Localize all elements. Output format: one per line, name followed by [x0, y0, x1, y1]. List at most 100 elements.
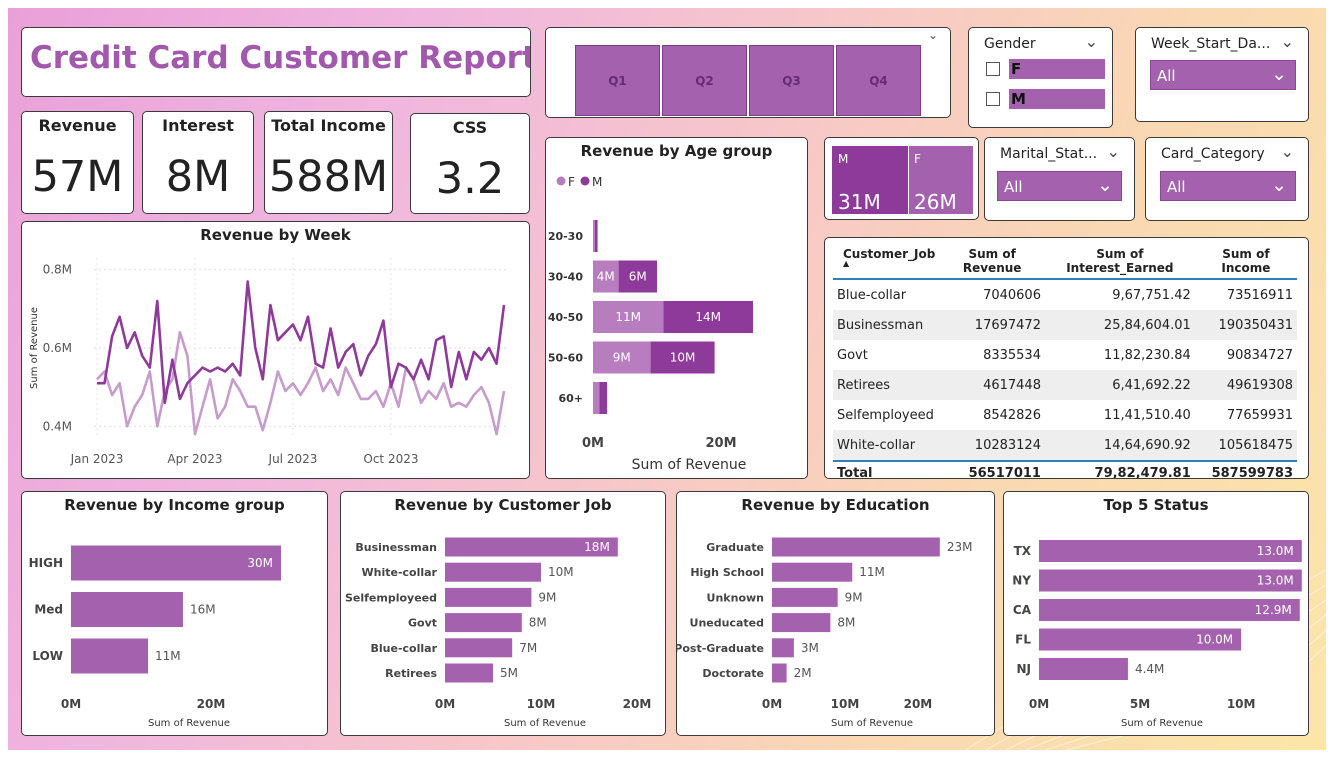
data-label: 18M	[584, 540, 610, 554]
chevron-down-icon[interactable]: ⌄	[1280, 32, 1294, 51]
quarter-tile-q2[interactable]: Q2	[662, 45, 747, 116]
gender-m-checkbox[interactable]	[986, 92, 1000, 106]
table-cell: 10283124	[939, 430, 1045, 461]
data-label: 13.0M	[1257, 544, 1294, 558]
table-cell: 49619308	[1194, 370, 1297, 400]
bar	[71, 638, 148, 674]
bar	[772, 638, 794, 658]
gender-f-option[interactable]: F	[1009, 59, 1105, 79]
table-row[interactable]: White-collar 10283124 14,64,690.92 10561…	[833, 430, 1297, 461]
chevron-down-icon[interactable]: ⌄	[1280, 142, 1294, 161]
y-tick-label: 0.8M	[43, 263, 72, 277]
marital-status-dropdown[interactable]: All ⌄	[997, 171, 1122, 201]
gender-f-checkbox[interactable]	[986, 62, 1000, 76]
education-chart-svg: Graduate 23M High School 11M Unknown 9M Uneduc…	[677, 537, 973, 729]
x-tick-label: 5M	[1130, 697, 1150, 711]
category-label: 30-40	[548, 271, 584, 284]
quarter-tile-q3[interactable]: Q3	[749, 45, 834, 116]
chevron-down-icon[interactable]: ⌄	[1106, 142, 1120, 161]
legend-dot-f	[556, 176, 566, 186]
marital-status-slicer: Marital_Stat... ⌄ All ⌄	[984, 137, 1135, 221]
table-cell: Total	[833, 460, 940, 478]
bar	[772, 562, 853, 582]
card-category-slicer: Card_Category ⌄ All ⌄	[1145, 137, 1309, 221]
x-tick-label: 0M	[1029, 697, 1049, 711]
table-header-sum-of-revenue[interactable]: Sum of Revenue	[939, 244, 1045, 280]
x-axis-label: Sum of Revenue	[831, 718, 913, 729]
x-tick-label: 0M	[582, 436, 604, 451]
category-label: FL	[1015, 633, 1031, 647]
top-5-status-chart: Top 5 Status TX 13.0M NY 13.0M CA 12.9M FL 10.0…	[1003, 491, 1309, 736]
bar	[445, 663, 493, 683]
table-header-sum-of-income[interactable]: Sum of Income	[1194, 244, 1297, 280]
table-cell: 6,41,692.22	[1044, 370, 1195, 400]
gender-tile-m[interactable]: M 31M	[832, 146, 908, 214]
table-cell: Blue-collar	[837, 287, 907, 303]
table-row[interactable]: Selfemployeed 8542826 11,41,510.40 77659…	[833, 400, 1297, 430]
table-cell: 17697472	[939, 310, 1045, 340]
bar-f	[593, 382, 600, 414]
category-label: CA	[1013, 603, 1032, 617]
table-cell: 587599783	[1194, 460, 1297, 478]
table-cell: 56517011	[939, 460, 1045, 478]
kpi-total-income-label: Total Income	[271, 116, 386, 135]
table-total-row: Total 56517011 79,82,479.81 587599783	[833, 460, 1297, 478]
kpi-interest-value: 8M	[165, 152, 231, 202]
table-cell: Retirees	[833, 370, 940, 400]
table-header-customer-job[interactable]: Customer_Job ▲	[833, 244, 940, 280]
x-axis-label: Sum of Revenue	[1121, 718, 1203, 729]
data-label: 5M	[500, 666, 518, 680]
bar	[445, 587, 532, 607]
category-label: Govt	[408, 617, 437, 630]
age-chart-svg: F M 20-30 30-40 4M 6M 40-50 11M 14M 50-60 9M 10M 60+…	[548, 175, 753, 473]
gender-tile-m-value: 31M	[838, 190, 881, 214]
table-cell: 77659931	[1226, 407, 1293, 423]
category-label: Unknown	[707, 591, 764, 604]
category-label: Selfemployeed	[345, 591, 437, 604]
category-label: HIGH	[29, 556, 63, 570]
data-label: 14M	[695, 310, 721, 324]
data-label: 13.0M	[1257, 574, 1294, 588]
table-header-sum-of-interest[interactable]: Sum of Interest_Earned	[1044, 244, 1195, 280]
job-chart-svg: Businessman 18M White-collar 10M Selfemploye…	[345, 537, 652, 729]
gender-tile-f[interactable]: F 26M	[909, 146, 973, 214]
revenue-by-week-chart: Revenue by Week 0.4M 0.6M 0.8M Jan 2023 Apr …	[21, 221, 530, 479]
data-label: 11M	[615, 310, 641, 324]
income-chart-svg: HIGH 30M Med 16M LOW 11M 0M 20M Sum of Revenue	[29, 545, 281, 729]
table-cell: 73516911	[1226, 287, 1293, 303]
report-title-card: Credit Card Customer Report	[21, 27, 531, 97]
bar-m	[599, 382, 608, 414]
kpi-total-income-card: Total Income 588M	[264, 111, 393, 214]
chevron-down-icon[interactable]: ⌄	[1084, 32, 1098, 51]
card-category-dropdown[interactable]: All ⌄	[1160, 171, 1296, 201]
kpi-total-income-value: 588M	[268, 152, 389, 202]
bar	[772, 663, 787, 683]
quarter-tile-q4[interactable]: Q4	[836, 45, 921, 116]
table-cell: 79,82,479.81	[1044, 460, 1195, 478]
category-label: Doctorate	[702, 667, 764, 680]
chevron-down-icon[interactable]: ⌄	[927, 28, 938, 42]
y-tick-label: 0.6M	[43, 341, 72, 355]
x-tick-label: 0M	[61, 697, 81, 711]
bar	[71, 592, 183, 627]
customer-job-table-card: Customer_Job ▲ Sum of Revenue Sum of Inte…	[824, 237, 1309, 479]
table-row[interactable]: Blue-collar 7040606 9,67,751.42 73516911	[833, 279, 1297, 310]
y-axis-label: Sum of Revenue	[29, 307, 40, 389]
x-tick-label: 20M	[623, 697, 652, 711]
data-label: 2M	[794, 666, 812, 680]
week-start-dropdown[interactable]: All ⌄	[1150, 60, 1296, 90]
quarter-slicer: ⌄ Q1 Q2 Q3 Q4	[545, 27, 951, 118]
x-tick-label: Jan 2023	[70, 452, 124, 466]
gender-m-option[interactable]: M	[1009, 89, 1105, 109]
data-label: 23M	[947, 540, 973, 554]
table-row[interactable]: Businessman 17697472 25,84,604.01 190350…	[833, 310, 1297, 340]
kpi-css-value: 3.2	[435, 154, 505, 204]
table-cell: Selfemployeed	[837, 407, 934, 423]
table-row[interactable]: Retirees 4617448 6,41,692.22 49619308	[833, 370, 1297, 400]
table-row[interactable]: Govt 8335534 11,82,230.84 90834727	[833, 340, 1297, 370]
kpi-interest-card: Interest 8M	[142, 111, 254, 214]
quarter-tile-q1[interactable]: Q1	[575, 45, 660, 116]
marital-slicer-title: Marital_Stat...	[1000, 146, 1098, 162]
category-label: 20-30	[548, 230, 584, 243]
data-label: 4M	[597, 270, 615, 284]
